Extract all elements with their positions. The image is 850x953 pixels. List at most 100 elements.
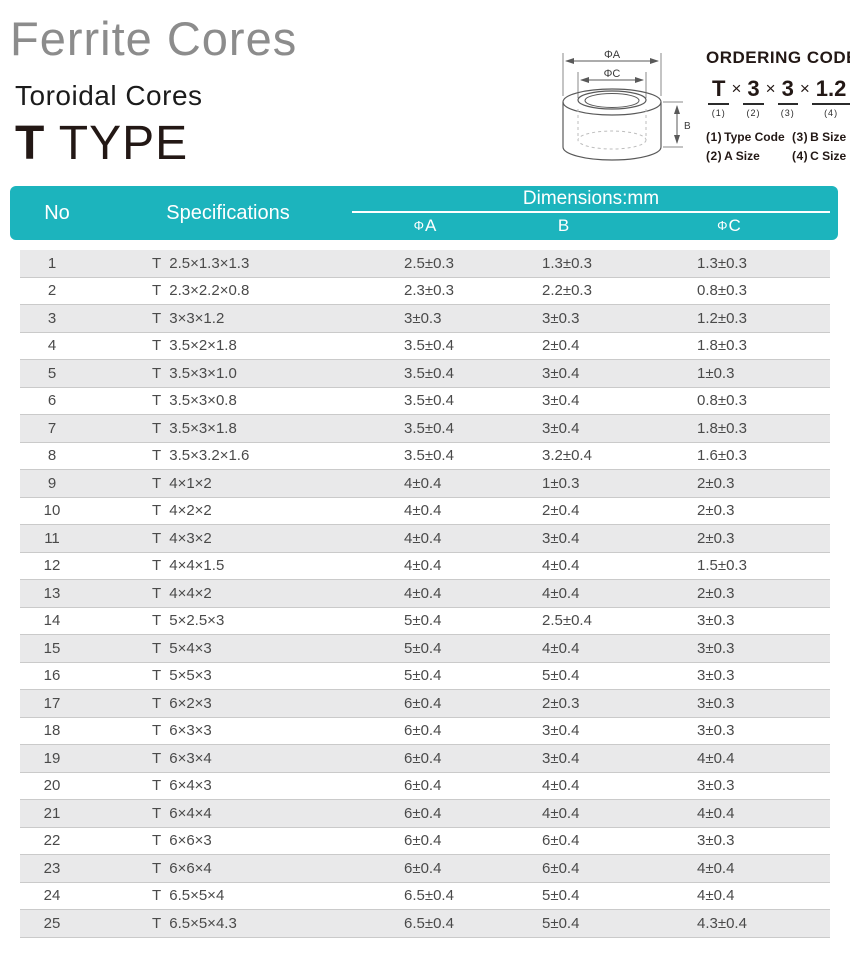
ordering-code-part: 3 (3) [777, 78, 798, 118]
toroid-core-diagram-icon: ΦA ΦC B [562, 49, 691, 161]
cell-spec: T 6×3×4 [152, 749, 212, 767]
cell-b: 3±0.4 [542, 419, 580, 437]
cell-a: 6±0.4 [404, 777, 442, 795]
cell-c: 3±0.3 [697, 777, 735, 795]
cell-a: 6.5±0.4 [404, 914, 454, 932]
cell-a: 6±0.4 [404, 694, 442, 712]
table-row: 20 T 6×4×3 6±0.4 4±0.4 3±0.3 [20, 772, 830, 800]
ordering-code-part: 1.2 (4) [811, 78, 850, 118]
cell-c: 0.8±0.3 [697, 282, 747, 300]
cell-c: 1.8±0.3 [697, 337, 747, 355]
cell-spec: T 4×1×2 [152, 474, 212, 492]
cell-c: 4.3±0.4 [697, 914, 747, 932]
cell-no: 25 [43, 914, 61, 932]
cell-b: 3±0.4 [542, 749, 580, 767]
cell-a: 5±0.4 [404, 639, 442, 657]
cell-c: 3±0.3 [697, 694, 735, 712]
cell-b: 4±0.4 [542, 639, 580, 657]
cell-no: 2 [47, 282, 57, 300]
table-row: 15 T 5×4×3 5±0.4 4±0.4 3±0.3 [20, 635, 830, 663]
cell-c: 2±0.3 [697, 584, 735, 602]
cell-a: 3.5±0.4 [404, 392, 454, 410]
cell-c: 1.3±0.3 [697, 254, 747, 272]
table-row: 18 T 6×3×3 6±0.4 3±0.4 3±0.3 [20, 717, 830, 745]
cell-no: 23 [43, 859, 61, 877]
table-row: 2 T 2.3×2.2×0.8 2.3±0.3 2.2±0.3 0.8±0.3 [20, 277, 830, 305]
cell-a: 4±0.4 [404, 529, 442, 547]
cell-c: 0.8±0.3 [697, 392, 747, 410]
cell-no: 12 [43, 557, 61, 575]
cell-b: 1±0.3 [542, 474, 580, 492]
table-body: 1 T 2.5×1.3×1.3 2.5±0.3 1.3±0.3 1.3±0.3 … [20, 250, 830, 938]
cell-c: 1±0.3 [697, 364, 735, 382]
cell-a: 2.5±0.3 [404, 254, 454, 272]
cell-a: 6±0.4 [404, 859, 442, 877]
table-row: 7 T 3.5×3×1.8 3.5±0.4 3±0.4 1.8±0.3 [20, 415, 830, 443]
cell-b: 3±0.4 [542, 392, 580, 410]
column-header-b: B [498, 216, 628, 236]
cell-a: 6±0.4 [404, 722, 442, 740]
table-row: 3 T 3×3×1.2 3±0.3 3±0.3 1.2±0.3 [20, 305, 830, 333]
cell-b: 3±0.3 [542, 309, 580, 327]
cell-spec: T 4×3×2 [152, 529, 212, 547]
cell-no: 10 [43, 502, 61, 520]
table-row: 19 T 6×3×4 6±0.4 3±0.4 4±0.4 [20, 745, 830, 773]
column-header-specifications: Specifications [166, 201, 290, 224]
table-row: 4 T 3.5×2×1.8 3.5±0.4 2±0.4 1.8±0.3 [20, 332, 830, 360]
phi-symbol: Φ [717, 218, 728, 233]
cell-b: 2.5±0.4 [542, 612, 592, 630]
multiply-sign: × [765, 79, 776, 98]
table-row: 6 T 3.5×3×0.8 3.5±0.4 3±0.4 0.8±0.3 [20, 387, 830, 415]
ordering-code-part: T (1) [708, 78, 730, 118]
ordering-code-value: 3 [777, 78, 798, 105]
column-header-no: No [44, 201, 70, 224]
ordering-code-index: (1) [711, 108, 726, 118]
cell-no: 19 [43, 749, 61, 767]
table-row: 24 T 6.5×5×4 6.5±0.4 5±0.4 4±0.4 [20, 882, 830, 910]
cell-b: 5±0.4 [542, 887, 580, 905]
cell-no: 16 [43, 667, 61, 685]
diagram-label-height: B [684, 121, 691, 132]
cell-spec: T 3.5×3×1.8 [152, 419, 237, 437]
cell-a: 4±0.4 [404, 584, 442, 602]
cell-c: 4±0.4 [697, 804, 735, 822]
cell-spec: T 6.5×5×4 [152, 887, 225, 905]
cell-spec: T 2.5×1.3×1.3 [152, 254, 250, 272]
table-row: 22 T 6×6×3 6±0.4 6±0.4 3±0.3 [20, 827, 830, 855]
table-row: 12 T 4×4×1.5 4±0.4 4±0.4 1.5±0.3 [20, 552, 830, 580]
cell-b: 2±0.4 [542, 502, 580, 520]
table-row: 14 T 5×2.5×3 5±0.4 2.5±0.4 3±0.3 [20, 607, 830, 635]
cell-b: 4±0.4 [542, 804, 580, 822]
cell-spec: T 6×2×3 [152, 694, 212, 712]
cell-no: 8 [47, 447, 57, 465]
cell-spec: T 4×2×2 [152, 502, 212, 520]
cell-a: 3.5±0.4 [404, 447, 454, 465]
column-header-dimensions: Dimensions:mm [352, 186, 830, 213]
cell-spec: T 3.5×3.2×1.6 [152, 447, 250, 465]
cell-b: 3.2±0.4 [542, 447, 592, 465]
cell-no: 18 [43, 722, 61, 740]
table-row: 13 T 4×4×2 4±0.4 4±0.4 2±0.3 [20, 580, 830, 608]
cell-b: 2±0.4 [542, 337, 580, 355]
table-row: 8 T 3.5×3.2×1.6 3.5±0.4 3.2±0.4 1.6±0.3 [20, 442, 830, 470]
cell-no: 9 [47, 474, 57, 492]
cell-a: 5±0.4 [404, 612, 442, 630]
cell-a: 3±0.3 [404, 309, 442, 327]
ordering-code-index: (3) [780, 108, 795, 118]
cell-a: 4±0.4 [404, 502, 442, 520]
table-row: 16 T 5×5×3 5±0.4 5±0.4 3±0.3 [20, 662, 830, 690]
cell-b: 3±0.4 [542, 529, 580, 547]
cell-spec: T 6×4×3 [152, 777, 212, 795]
cell-spec: T 6×4×4 [152, 804, 212, 822]
cell-b: 5±0.4 [542, 914, 580, 932]
cell-spec: T 6×6×4 [152, 859, 212, 877]
cell-b: 3±0.4 [542, 722, 580, 740]
cell-no: 17 [43, 694, 61, 712]
cell-no: 5 [47, 364, 57, 382]
cell-no: 24 [43, 887, 61, 905]
column-letter: C [728, 215, 741, 235]
multiply-sign: × [731, 79, 742, 98]
